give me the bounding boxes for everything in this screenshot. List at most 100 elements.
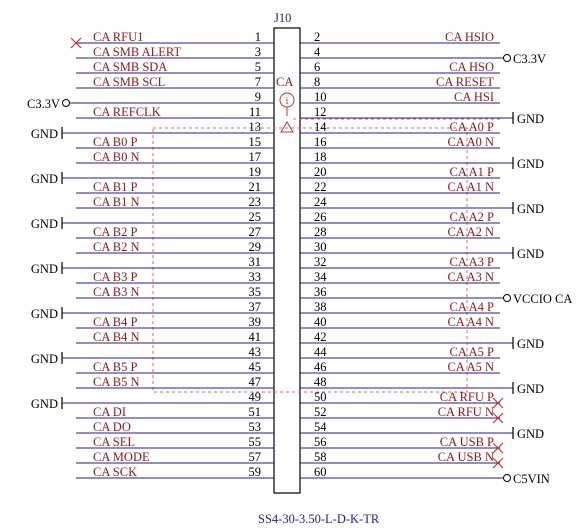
pin-32[interactable]: 32 CA A3 P bbox=[300, 255, 500, 269]
pin-23[interactable]: 23 CA B1 N bbox=[76, 195, 274, 209]
pin-55[interactable]: 55 CA SEL bbox=[76, 435, 274, 449]
ground-label: GND bbox=[31, 397, 58, 411]
net-label: CA A5 P bbox=[450, 345, 495, 359]
pin-37[interactable]: 37 GND bbox=[31, 300, 274, 321]
pin-number: 34 bbox=[314, 270, 327, 284]
pin-7[interactable]: 7 CA SMB SCL bbox=[76, 75, 274, 89]
pin-52[interactable]: 52 CA RFU N bbox=[300, 405, 504, 424]
pin-41[interactable]: 41 CA B4 N bbox=[76, 330, 274, 344]
pin-20[interactable]: 20 CA A1 P bbox=[300, 165, 500, 179]
ground-label: GND bbox=[31, 262, 58, 276]
pin-47[interactable]: 47 CA B5 N bbox=[76, 375, 274, 389]
pin-58[interactable]: 58 CA USB N bbox=[300, 450, 504, 469]
pin-27[interactable]: 27 CA B2 P bbox=[76, 225, 274, 239]
pin-9[interactable]: 9 C3.3V bbox=[27, 90, 274, 111]
pin-18[interactable]: 18 GND bbox=[300, 150, 544, 171]
no-connect-icon bbox=[492, 442, 504, 454]
pin-28[interactable]: 28 CA A2 N bbox=[300, 225, 500, 239]
pin-number: 22 bbox=[314, 180, 327, 194]
pin-number: 35 bbox=[249, 285, 262, 299]
pin-number: 44 bbox=[314, 345, 327, 359]
pin-40[interactable]: 40 CA A4 N bbox=[300, 315, 500, 329]
pin-3[interactable]: 3 CA SMB ALERT bbox=[76, 45, 274, 59]
pin-1[interactable]: 1 CA RFU1 bbox=[70, 30, 274, 49]
pin-4[interactable]: 4 C3.3V bbox=[300, 45, 546, 66]
pin-15[interactable]: 15 CA B0 P bbox=[76, 135, 274, 149]
net-label: CA USB P bbox=[440, 435, 494, 449]
pin-25[interactable]: 25 GND bbox=[31, 210, 274, 231]
connector-body[interactable] bbox=[273, 27, 301, 494]
pin-36[interactable]: 36 VCCIO CA bbox=[300, 285, 572, 306]
pin-19[interactable]: 19 GND bbox=[31, 165, 274, 186]
pin-5[interactable]: 5 CA SMB SDA bbox=[76, 60, 274, 74]
pin-number: 1 bbox=[255, 30, 261, 44]
pin-number: 13 bbox=[249, 120, 262, 134]
pin-number: 54 bbox=[314, 420, 327, 434]
pin-number: 12 bbox=[314, 105, 327, 119]
pin-57[interactable]: 57 CA MODE bbox=[76, 450, 274, 464]
pin-13[interactable]: 13 GND bbox=[31, 120, 274, 141]
ground-label: GND bbox=[31, 127, 58, 141]
pin-21[interactable]: 21 CA B1 P bbox=[76, 180, 274, 194]
pin-45[interactable]: 45 CA B5 P bbox=[76, 360, 274, 374]
net-label: CA RFU N bbox=[438, 405, 494, 419]
pin-number: 52 bbox=[314, 405, 327, 419]
ground-label: GND bbox=[517, 337, 544, 351]
no-connect-icon bbox=[70, 37, 82, 49]
pin-6[interactable]: 6 CA HSO bbox=[300, 60, 500, 74]
pin-44[interactable]: 44 CA A5 P bbox=[300, 345, 500, 359]
warning-triangle-icon bbox=[280, 121, 294, 133]
pin-number: 37 bbox=[249, 300, 262, 314]
pin-22[interactable]: 22 CA A1 N bbox=[300, 180, 500, 194]
pin-34[interactable]: 34 CA A3 N bbox=[300, 270, 500, 284]
net-label: CA B1 N bbox=[93, 195, 140, 209]
pin-26[interactable]: 26 CA A2 P bbox=[300, 210, 500, 224]
pin-60[interactable]: 60 C5VIN bbox=[300, 465, 550, 486]
pin-39[interactable]: 39 CA B4 P bbox=[76, 315, 274, 329]
pin-30[interactable]: 30 GND bbox=[300, 240, 544, 261]
ground-label: GND bbox=[517, 427, 544, 441]
pin-31[interactable]: 31 GND bbox=[31, 255, 274, 276]
pin-46[interactable]: 46 CA A5 N bbox=[300, 360, 500, 374]
pin-12[interactable]: 12 GND bbox=[300, 105, 544, 126]
pin-49[interactable]: 49 GND bbox=[31, 390, 274, 411]
power-label: C3.3V bbox=[513, 52, 546, 66]
net-label: CA MODE bbox=[93, 450, 150, 464]
pin-number: 56 bbox=[314, 435, 327, 449]
pin-11[interactable]: 11 CA REFCLK bbox=[76, 105, 274, 119]
pin-42[interactable]: 42 GND bbox=[300, 330, 544, 351]
pin-16[interactable]: 16 CA A0 N bbox=[300, 135, 500, 149]
pin-35[interactable]: 35 CA B3 N bbox=[76, 285, 274, 299]
pin-10[interactable]: 10 CA HSI bbox=[300, 90, 500, 104]
pin-number: 42 bbox=[314, 330, 327, 344]
pin-29[interactable]: 29 CA B2 N bbox=[76, 240, 274, 254]
no-connect-icon bbox=[492, 412, 504, 424]
pin-number: 24 bbox=[314, 195, 327, 209]
pin-number: 19 bbox=[249, 165, 262, 179]
ground-label: GND bbox=[517, 382, 544, 396]
pin-number: 33 bbox=[249, 270, 262, 284]
pin-54[interactable]: 54 GND bbox=[300, 420, 544, 441]
pin-17[interactable]: 17 CA B0 N bbox=[76, 150, 274, 164]
ground-label: GND bbox=[31, 217, 58, 231]
pin-48[interactable]: 48 GND bbox=[300, 375, 544, 396]
pin-33[interactable]: 33 CA B3 P bbox=[76, 270, 274, 284]
pin-43[interactable]: 43 GND bbox=[31, 345, 274, 366]
pin-51[interactable]: 51 CA DI bbox=[76, 405, 274, 419]
pin-50[interactable]: 50 CA RFU P bbox=[300, 390, 504, 409]
pin-2[interactable]: 2 CA HSIO bbox=[300, 30, 500, 44]
ground-label: GND bbox=[31, 352, 58, 366]
pin-53[interactable]: 53 CA DO bbox=[76, 420, 274, 434]
pin-59[interactable]: 59 CA SCK bbox=[76, 465, 274, 479]
pin-56[interactable]: 56 CA USB P bbox=[300, 435, 504, 454]
pin-number: 55 bbox=[249, 435, 262, 449]
pin-number: 25 bbox=[249, 210, 262, 224]
pin-8[interactable]: 8 CA RESET bbox=[300, 75, 500, 89]
pin-number: 4 bbox=[314, 45, 321, 59]
net-label: CA SMB SDA bbox=[93, 60, 167, 74]
pin-38[interactable]: 38 CA A4 P bbox=[300, 300, 500, 314]
pin-24[interactable]: 24 GND bbox=[300, 195, 544, 216]
net-label: CA B0 P bbox=[93, 135, 138, 149]
pin-14[interactable]: 14 CA A0 P bbox=[300, 120, 500, 134]
